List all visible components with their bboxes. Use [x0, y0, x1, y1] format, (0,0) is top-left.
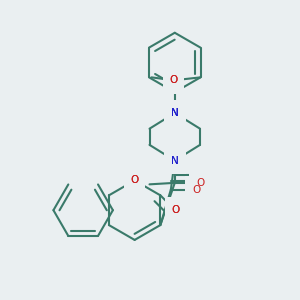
Bar	[124, 167, 146, 194]
Text: O: O	[171, 205, 179, 215]
Bar	[164, 100, 185, 126]
Bar	[124, 167, 146, 194]
Text: O: O	[196, 178, 204, 188]
Text: O: O	[130, 176, 139, 185]
Bar	[163, 67, 184, 94]
Bar	[164, 100, 185, 126]
Text: O: O	[171, 205, 179, 215]
Text: N: N	[171, 108, 178, 118]
Text: O: O	[169, 75, 178, 85]
Text: O: O	[169, 75, 178, 85]
Text: O: O	[192, 184, 200, 194]
Bar	[164, 197, 186, 224]
Text: O: O	[130, 176, 139, 185]
Text: N: N	[171, 156, 178, 166]
Bar	[164, 197, 186, 224]
Bar	[164, 147, 185, 174]
Bar	[185, 176, 207, 203]
Bar	[164, 147, 185, 174]
Text: N: N	[171, 156, 178, 166]
Bar	[163, 67, 184, 94]
Text: N: N	[171, 108, 178, 118]
Text: N: N	[171, 108, 178, 118]
Bar	[189, 169, 211, 196]
Bar	[164, 100, 185, 126]
